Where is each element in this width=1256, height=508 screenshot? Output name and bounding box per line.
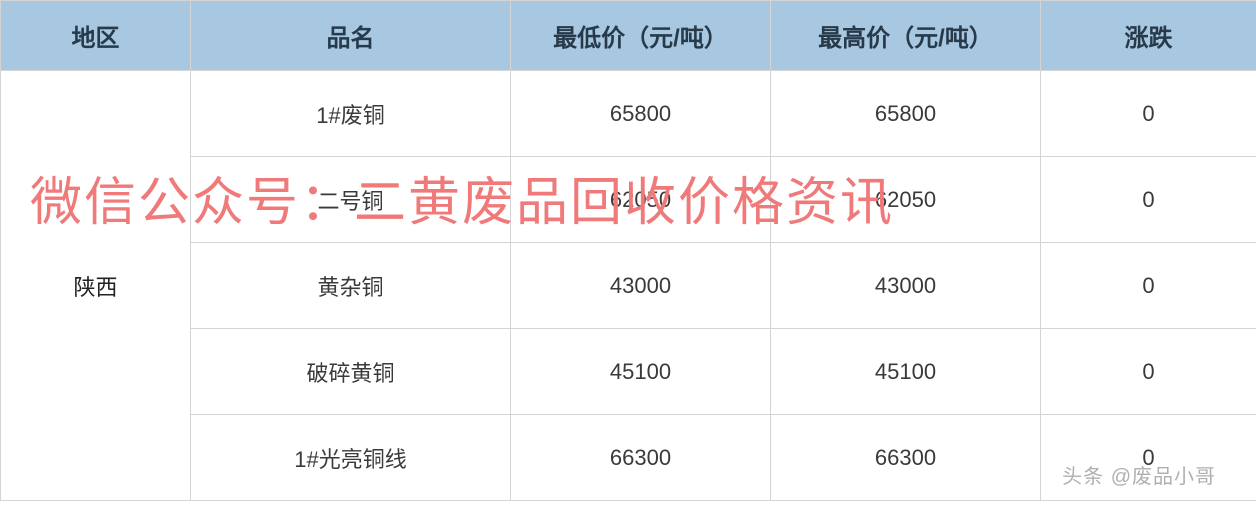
table-row: 陕西 1#废铜 65800 65800 0 bbox=[1, 71, 1256, 157]
cell-change: 0 bbox=[1041, 157, 1256, 243]
cell-name: 破碎黄铜 bbox=[191, 329, 511, 415]
cell-name: 黄杂铜 bbox=[191, 243, 511, 329]
col-header-high: 最高价（元/吨） bbox=[771, 1, 1041, 71]
cell-high: 66300 bbox=[771, 415, 1041, 501]
price-table: 地区 品名 最低价（元/吨） 最高价（元/吨） 涨跌 陕西 1#废铜 65800… bbox=[0, 0, 1256, 501]
cell-low: 62050 bbox=[511, 157, 771, 243]
cell-change: 0 bbox=[1041, 415, 1256, 501]
table-header: 地区 品名 最低价（元/吨） 最高价（元/吨） 涨跌 bbox=[1, 1, 1256, 71]
cell-change: 0 bbox=[1041, 329, 1256, 415]
cell-change: 0 bbox=[1041, 71, 1256, 157]
cell-high: 65800 bbox=[771, 71, 1041, 157]
cell-name: 1#废铜 bbox=[191, 71, 511, 157]
col-header-region: 地区 bbox=[1, 1, 191, 71]
cell-high: 62050 bbox=[771, 157, 1041, 243]
cell-low: 66300 bbox=[511, 415, 771, 501]
price-table-container: 地区 品名 最低价（元/吨） 最高价（元/吨） 涨跌 陕西 1#废铜 65800… bbox=[0, 0, 1256, 501]
col-header-name: 品名 bbox=[191, 1, 511, 71]
col-header-low: 最低价（元/吨） bbox=[511, 1, 771, 71]
col-header-change: 涨跌 bbox=[1041, 1, 1256, 71]
cell-low: 65800 bbox=[511, 71, 771, 157]
table-body: 陕西 1#废铜 65800 65800 0 二号铜 62050 62050 0 … bbox=[1, 71, 1256, 501]
cell-name: 二号铜 bbox=[191, 157, 511, 243]
cell-name: 1#光亮铜线 bbox=[191, 415, 511, 501]
cell-low: 45100 bbox=[511, 329, 771, 415]
cell-high: 45100 bbox=[771, 329, 1041, 415]
cell-change: 0 bbox=[1041, 243, 1256, 329]
region-cell: 陕西 bbox=[1, 71, 191, 501]
cell-high: 43000 bbox=[771, 243, 1041, 329]
cell-low: 43000 bbox=[511, 243, 771, 329]
